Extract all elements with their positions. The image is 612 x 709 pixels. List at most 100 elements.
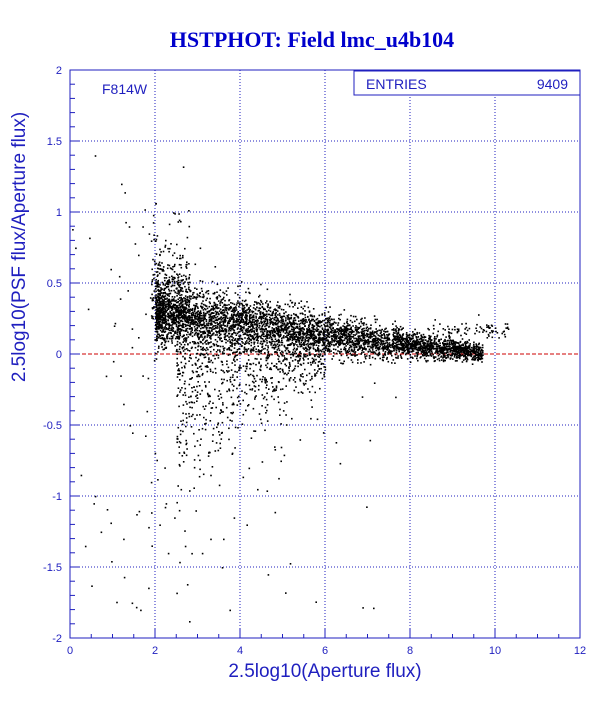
data-point: [269, 316, 271, 319]
data-point: [304, 310, 306, 312]
data-point: [238, 296, 241, 299]
data-point: [348, 348, 350, 350]
data-point: [478, 353, 481, 355]
data-point: [157, 304, 160, 307]
data-point: [148, 233, 151, 235]
data-point: [285, 311, 287, 313]
data-point: [155, 294, 157, 296]
data-point: [392, 346, 394, 349]
data-point: [265, 344, 267, 347]
data-point: [217, 323, 220, 326]
data-point: [454, 354, 456, 357]
data-point: [80, 474, 83, 477]
data-point: [163, 318, 165, 321]
data-point: [242, 307, 244, 310]
data-point: [346, 335, 348, 338]
data-point: [214, 327, 216, 330]
data-point: [346, 351, 348, 353]
data-point: [221, 351, 224, 353]
data-point: [174, 337, 177, 340]
data-point: [345, 328, 347, 330]
data-point: [446, 351, 448, 353]
data-point: [212, 306, 215, 309]
data-point: [396, 341, 399, 343]
data-point: [323, 332, 325, 335]
data-point: [179, 334, 182, 337]
data-point: [202, 314, 204, 317]
data-point: [455, 357, 458, 359]
data-point: [184, 299, 186, 301]
data-point: [467, 350, 470, 353]
data-point: [314, 322, 317, 324]
data-point: [213, 304, 216, 306]
data-point: [277, 333, 280, 336]
data-point: [362, 348, 364, 350]
data-point: [477, 354, 480, 356]
data-point: [443, 352, 445, 354]
data-point: [397, 335, 400, 338]
data-point: [242, 333, 245, 336]
data-point: [204, 325, 207, 327]
data-point: [331, 343, 333, 346]
data-point: [162, 348, 164, 351]
data-point: [269, 341, 271, 343]
data-point: [224, 307, 226, 309]
data-point: [388, 338, 390, 341]
data-point: [134, 243, 137, 245]
data-point: [291, 336, 293, 338]
data-point: [318, 350, 320, 353]
data-point: [243, 346, 246, 349]
data-point: [371, 331, 374, 333]
data-point: [371, 343, 373, 346]
data-point: [207, 290, 210, 292]
data-point: [385, 327, 387, 330]
data-point: [379, 339, 382, 341]
data-point: [240, 330, 243, 332]
data-point: [157, 279, 159, 282]
data-point: [216, 322, 218, 324]
data-point: [318, 340, 321, 342]
data-point: [330, 331, 332, 334]
data-point: [286, 327, 288, 329]
data-point: [255, 326, 258, 329]
data-point: [340, 327, 342, 330]
data-point: [189, 316, 192, 319]
data-point: [340, 350, 343, 353]
data-point: [205, 305, 208, 308]
data-point: [469, 343, 471, 345]
data-point: [473, 346, 476, 349]
data-point: [157, 347, 160, 349]
data-point: [386, 339, 389, 341]
data-point: [215, 311, 218, 313]
data-point: [191, 309, 193, 311]
data-point: [458, 355, 461, 357]
data-point: [354, 340, 356, 342]
data-point: [428, 350, 430, 353]
data-point: [174, 517, 176, 519]
data-point: [178, 297, 181, 299]
data-point: [369, 335, 371, 338]
data-point: [368, 327, 370, 330]
data-point: [430, 347, 433, 350]
data-point: [229, 320, 231, 322]
data-point: [458, 349, 460, 352]
data-point: [236, 350, 238, 353]
data-point: [293, 313, 295, 315]
data-point: [297, 307, 299, 309]
data-point: [449, 346, 451, 348]
data-point: [372, 341, 375, 344]
data-point: [230, 329, 232, 332]
data-point: [404, 341, 406, 344]
data-point: [353, 349, 355, 352]
data-point: [156, 318, 158, 321]
data-point: [174, 308, 176, 310]
data-point: [479, 354, 482, 357]
data-point: [182, 334, 185, 337]
data-point: [415, 336, 417, 338]
data-point: [161, 292, 163, 294]
data-point: [311, 315, 314, 318]
data-point: [388, 351, 391, 354]
data-point: [387, 360, 390, 363]
data-point: [178, 328, 180, 331]
data-point: [213, 292, 216, 295]
